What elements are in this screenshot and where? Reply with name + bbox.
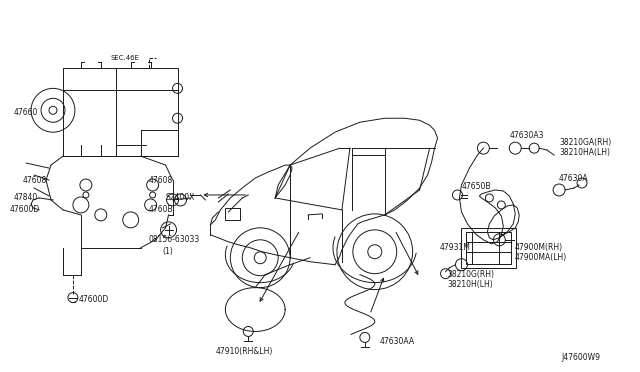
Text: 47900M(RH): 47900M(RH) <box>515 243 563 252</box>
Text: 47630AA: 47630AA <box>380 337 415 346</box>
Text: 47900MA(LH): 47900MA(LH) <box>515 253 566 262</box>
Text: 38210HA(LH): 38210HA(LH) <box>559 148 610 157</box>
Bar <box>63 68 177 156</box>
Text: 47630A: 47630A <box>559 173 589 183</box>
Text: 47840: 47840 <box>13 193 37 202</box>
Text: 47608: 47608 <box>23 176 47 185</box>
Text: 47600D: 47600D <box>9 205 40 214</box>
Text: 47660: 47660 <box>13 108 38 117</box>
Text: 47630A3: 47630A3 <box>509 131 544 140</box>
Text: SEC.46E: SEC.46E <box>111 55 140 61</box>
Text: S2400X: S2400X <box>166 193 195 202</box>
Text: 4760B: 4760B <box>148 205 173 214</box>
Text: 38210H(LH): 38210H(LH) <box>447 280 493 289</box>
Text: 47910(RH&LH): 47910(RH&LH) <box>216 347 273 356</box>
Text: 47650B: 47650B <box>461 183 491 192</box>
Text: 08156-63033: 08156-63033 <box>148 235 200 244</box>
Text: 47608: 47608 <box>148 176 173 185</box>
Text: 38210GA(RH): 38210GA(RH) <box>559 138 611 147</box>
Text: 38210G(RH): 38210G(RH) <box>447 270 495 279</box>
Bar <box>225 208 240 220</box>
Text: 47931M: 47931M <box>440 243 470 252</box>
Text: J47600W9: J47600W9 <box>561 353 600 362</box>
Text: (1): (1) <box>163 247 173 256</box>
Bar <box>467 232 511 264</box>
Text: 47600D: 47600D <box>79 295 109 304</box>
Bar <box>461 228 516 268</box>
